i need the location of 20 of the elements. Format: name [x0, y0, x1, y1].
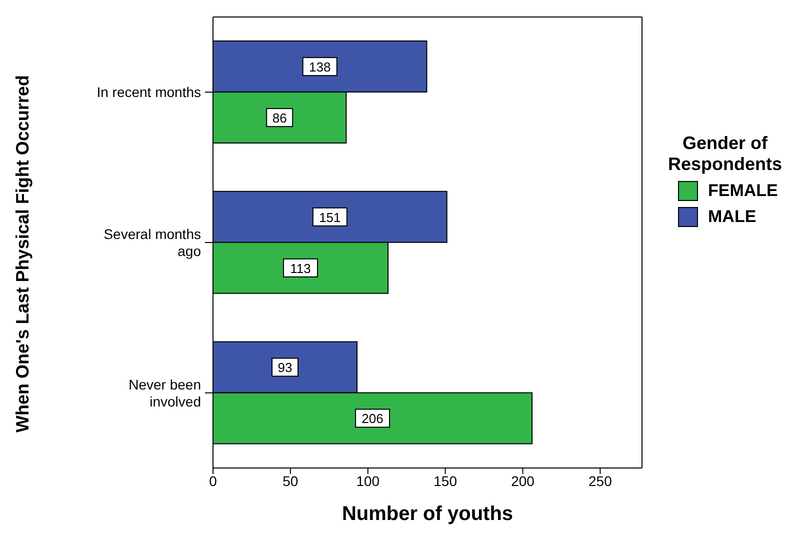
- x-tick-label: 50: [282, 472, 298, 489]
- data-label: 206: [362, 411, 384, 426]
- legend-label: FEMALE: [708, 181, 778, 201]
- legend-label: MALE: [708, 207, 756, 227]
- y-tick-label: Never been involved: [128, 376, 201, 410]
- y-tick-label: In recent months: [96, 84, 201, 100]
- x-tick-label: 200: [511, 472, 535, 489]
- x-tick-label: 100: [356, 472, 380, 489]
- x-tick-label: 0: [209, 472, 218, 489]
- data-label: 151: [319, 210, 341, 225]
- data-label: 93: [278, 360, 292, 376]
- x-axis-title: Number of youths: [342, 503, 514, 525]
- x-tick-label: 250: [588, 472, 612, 489]
- y-tick-label: Several months ago: [104, 226, 202, 259]
- y-axis-title: When One's Last Physical Fight Occurred: [12, 75, 32, 432]
- data-label: 138: [309, 60, 331, 75]
- legend-title: Gender of Respondents: [666, 133, 783, 175]
- x-tick-label: 150: [434, 472, 458, 489]
- data-label: 113: [290, 260, 311, 276]
- data-label: 86: [272, 110, 287, 126]
